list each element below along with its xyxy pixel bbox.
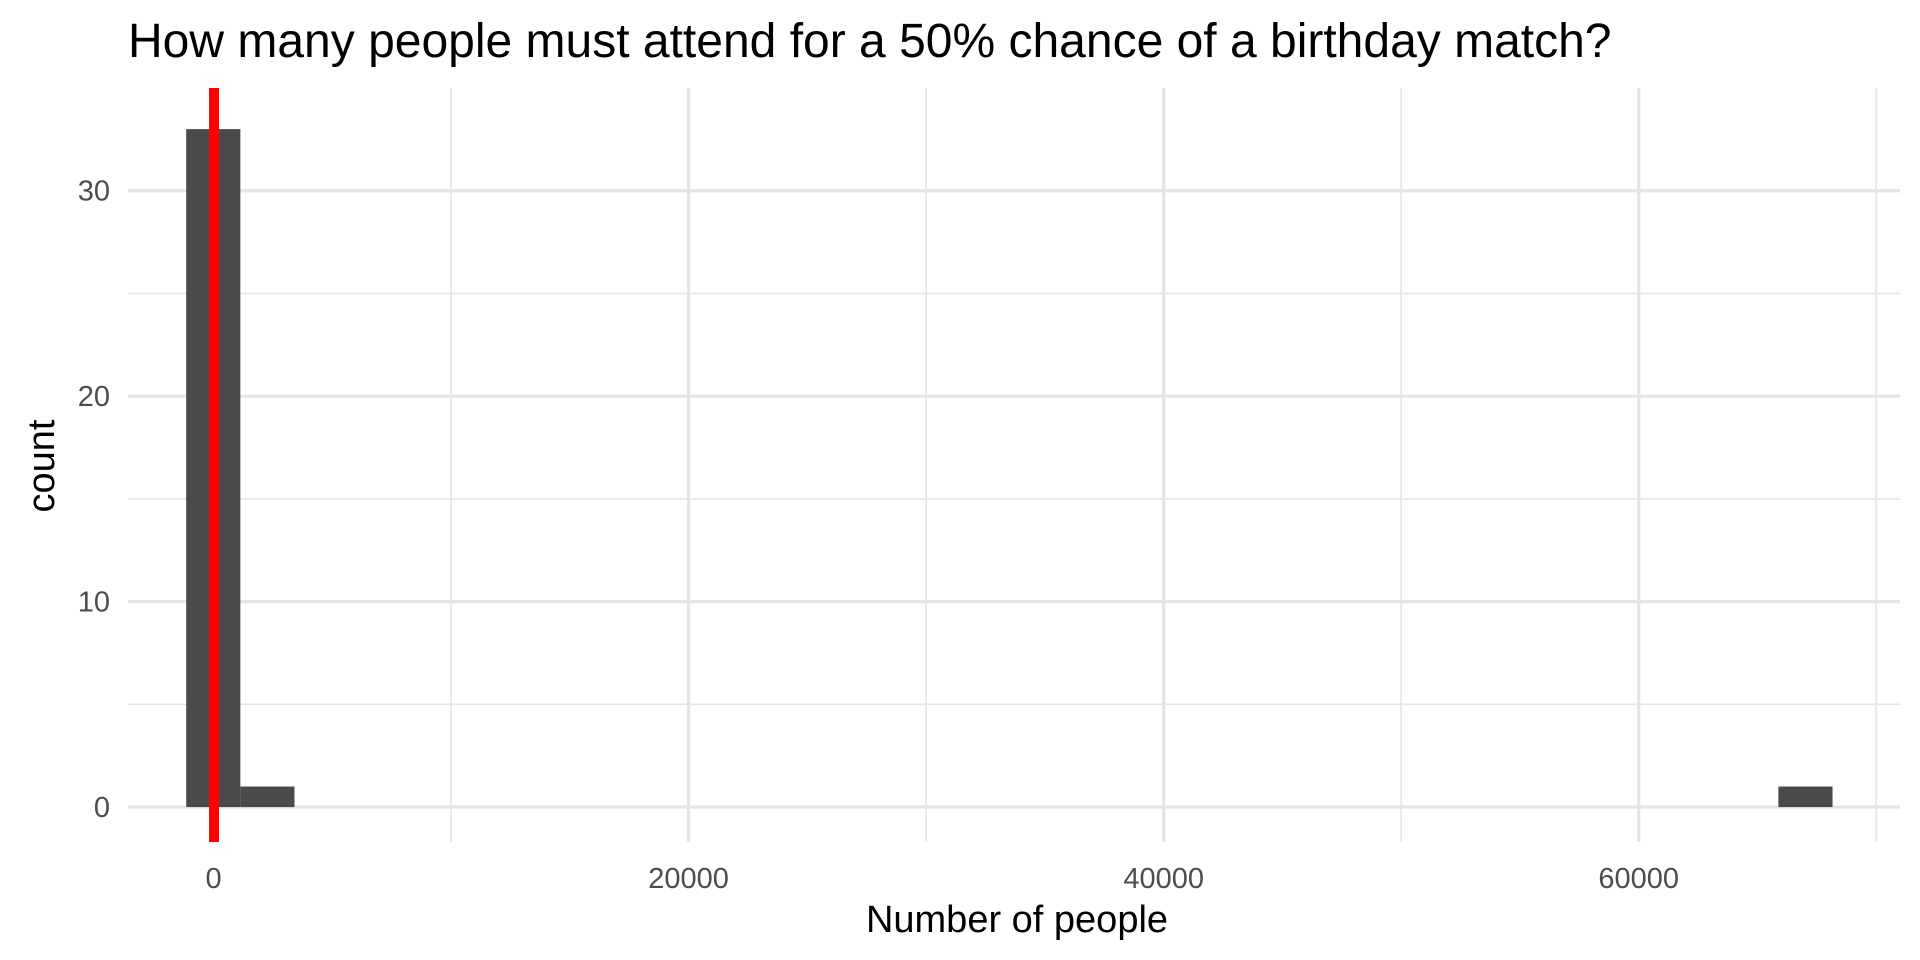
x-tick-label: 0	[205, 863, 221, 895]
histogram-bar	[1778, 786, 1833, 808]
y-tick-label: 30	[78, 176, 110, 208]
y-axis-title: count	[21, 419, 63, 512]
chart-title: How many people must attend for a 50% ch…	[128, 15, 1612, 68]
x-tick-label: 60000	[1598, 863, 1679, 895]
y-tick-label: 10	[78, 587, 110, 619]
bars-layer	[186, 129, 1833, 808]
grid-layer	[128, 88, 1900, 842]
x-tick-label: 40000	[1123, 863, 1204, 895]
y-tick-label: 20	[78, 381, 110, 413]
y-tick-label: 0	[94, 792, 110, 824]
tick-labels-layer: 0 20000 40000 60000 0 10 20 30	[78, 176, 1679, 895]
x-axis-title: Number of people	[866, 899, 1168, 941]
x-tick-label: 20000	[648, 863, 729, 895]
histogram-bar	[240, 786, 295, 808]
